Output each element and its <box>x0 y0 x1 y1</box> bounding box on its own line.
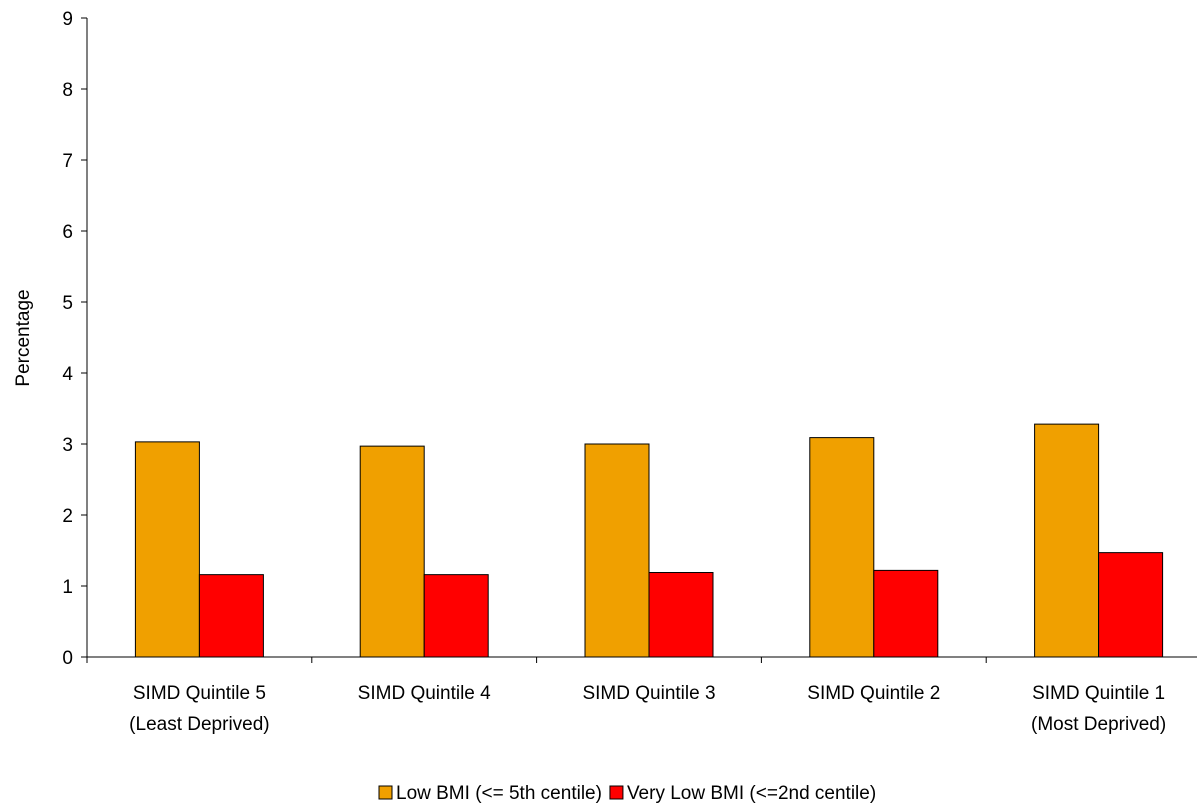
bar <box>423 574 489 658</box>
y-ticks: 0 1 2 3 4 5 6 7 8 9 <box>62 9 87 669</box>
bar <box>359 445 425 658</box>
x-tick-label: SIMD Quintile 4 <box>358 683 491 704</box>
y-tick-label: 8 <box>62 80 73 101</box>
x-tick-label: (Most Deprived) <box>1031 714 1166 735</box>
legend-swatch <box>609 785 624 800</box>
y-axis-label: Percentage <box>13 289 34 386</box>
y-tick-label: 6 <box>62 222 73 243</box>
x-ticks: SIMD Quintile 5 (Least Deprived) SIMD Quin… <box>86 657 1166 735</box>
x-tick-label: SIMD Quintile 2 <box>807 683 940 704</box>
y-tick-label: 5 <box>62 293 73 314</box>
legend: Low BMI (<= 5th centile) Very Low BMI (<=… <box>378 783 876 804</box>
bars <box>134 423 1164 658</box>
y-tick-label: 2 <box>62 506 73 527</box>
bar <box>809 437 875 658</box>
legend-label: Low BMI (<= 5th centile) <box>396 783 602 804</box>
x-tick-label: (Least Deprived) <box>129 714 269 735</box>
y-tick-label: 0 <box>62 648 73 669</box>
bar <box>1098 552 1164 658</box>
bar <box>134 441 200 658</box>
y-tick-label: 4 <box>62 364 73 385</box>
bar <box>873 569 939 658</box>
y-tick-label: 9 <box>62 9 73 30</box>
x-tick-label: SIMD Quintile 1 <box>1032 683 1165 704</box>
bar <box>648 572 714 658</box>
x-tick-label: SIMD Quintile 5 <box>133 683 266 704</box>
x-tick-label: SIMD Quintile 3 <box>582 683 715 704</box>
legend-label: Very Low BMI (<=2nd centile) <box>627 783 876 804</box>
legend-swatch <box>378 785 393 800</box>
bar <box>1034 423 1100 658</box>
y-tick-label: 7 <box>62 151 73 172</box>
y-tick-label: 3 <box>62 435 73 456</box>
bar <box>198 574 264 658</box>
y-tick-label: 1 <box>62 577 73 598</box>
bar <box>584 443 650 658</box>
